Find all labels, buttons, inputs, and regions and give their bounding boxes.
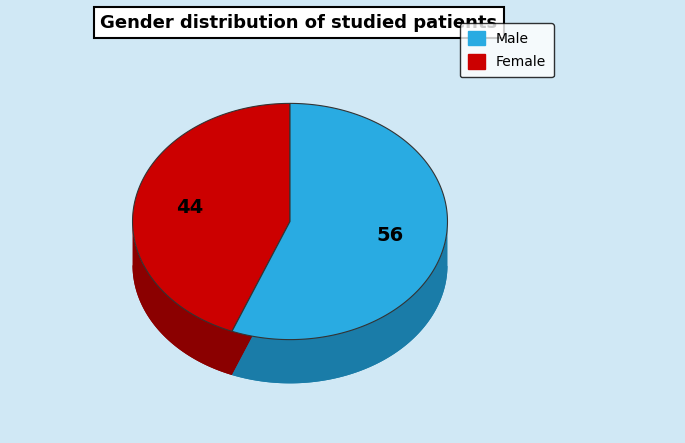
Polygon shape [232, 103, 447, 340]
Polygon shape [232, 222, 447, 383]
Legend: Male, Female: Male, Female [460, 23, 554, 78]
Polygon shape [132, 103, 290, 331]
Polygon shape [132, 265, 290, 375]
Text: 44: 44 [176, 198, 203, 217]
Polygon shape [232, 222, 290, 375]
Polygon shape [132, 223, 232, 375]
Text: 56: 56 [377, 226, 404, 245]
Polygon shape [232, 222, 290, 375]
Polygon shape [232, 265, 447, 383]
Text: Gender distribution of studied patients: Gender distribution of studied patients [100, 14, 497, 32]
